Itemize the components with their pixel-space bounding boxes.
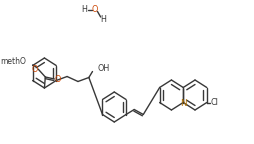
Text: OH: OH [97,64,109,73]
Text: H: H [100,15,106,23]
Text: O: O [92,5,98,15]
Text: O: O [55,74,61,84]
Text: methO: methO [1,56,26,66]
Text: H: H [81,5,87,15]
Text: N: N [180,99,186,108]
Text: Cl: Cl [210,98,218,107]
Text: O: O [31,65,38,73]
